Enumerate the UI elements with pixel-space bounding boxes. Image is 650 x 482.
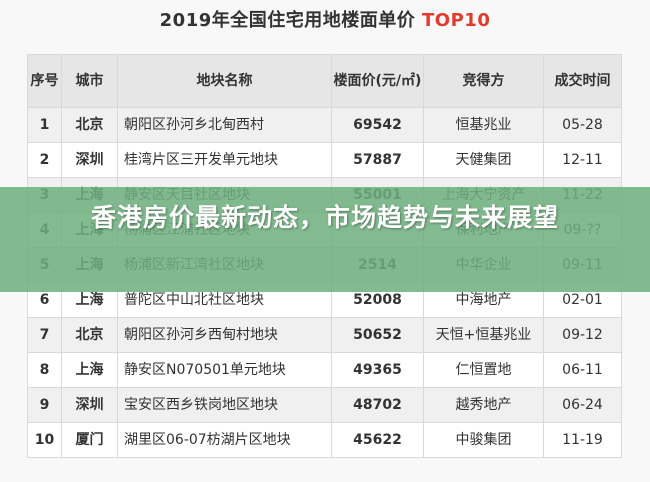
cell-name: 静安区N070501单元地块 [117, 352, 332, 388]
cell-city: 北京 [61, 107, 118, 143]
header-price: 楼面价(元/㎡) [331, 54, 424, 108]
table-row: 8 上海 静安区N070501单元地块 49365 仁恒置地 06-11 [27, 352, 622, 388]
cell-date: 09-12 [543, 317, 622, 353]
cell-date: 12-11 [543, 142, 622, 178]
cell-no: 8 [27, 352, 62, 388]
cell-name: 宝安区西乡铁岗地区地块 [117, 387, 332, 423]
header-buyer: 竞得方 [423, 54, 544, 108]
cell-city: 深圳 [61, 387, 118, 423]
cell-price: 57887 [331, 142, 424, 178]
cell-city: 北京 [61, 317, 118, 353]
cell-date: 06-11 [543, 352, 622, 388]
cell-no: 9 [27, 387, 62, 423]
header-date: 成交时间 [543, 54, 622, 108]
cell-buyer: 恒基兆业 [423, 107, 544, 143]
title-accent: TOP10 [422, 10, 491, 31]
cell-date: 06-24 [543, 387, 622, 423]
cell-price: 50652 [331, 317, 424, 353]
header-no: 序号 [27, 54, 62, 108]
cell-name: 桂湾片区三开发单元地块 [117, 142, 332, 178]
cell-price: 45622 [331, 422, 424, 458]
cell-no: 1 [27, 107, 62, 143]
table-header-row: 序号 城市 地块名称 楼面价(元/㎡) 竞得方 成交时间 [27, 54, 622, 108]
table-row: 1 北京 朝阳区孙河乡北甸西村 69542 恒基兆业 05-28 [27, 107, 622, 143]
header-name: 地块名称 [117, 54, 332, 108]
title-main: 2019年全国住宅用地楼面单价 [159, 10, 416, 31]
headline-text: 香港房价最新动态，市场趋势与未来展望 [90, 203, 559, 232]
cell-price: 69542 [331, 107, 424, 143]
table-row: 2 深圳 桂湾片区三开发单元地块 57887 天健集团 12-11 [27, 142, 622, 178]
cell-buyer: 天健集团 [423, 142, 544, 178]
header-city: 城市 [61, 54, 118, 108]
cell-buyer: 中骏集团 [423, 422, 544, 458]
cell-no: 10 [27, 422, 62, 458]
cell-buyer: 越秀地产 [423, 387, 544, 423]
cell-buyer: 天恒+恒基兆业 [423, 317, 544, 353]
cell-name: 朝阳区孙河乡北甸西村 [117, 107, 332, 143]
cell-date: 11-19 [543, 422, 622, 458]
cell-buyer: 仁恒置地 [423, 352, 544, 388]
table-row: 9 深圳 宝安区西乡铁岗地区地块 48702 越秀地产 06-24 [27, 387, 622, 423]
cell-city: 深圳 [61, 142, 118, 178]
cell-city: 厦门 [61, 422, 118, 458]
headline-banner [0, 187, 650, 292]
page-title: 2019年全国住宅用地楼面单价 TOP10 [0, 6, 650, 32]
table-row: 7 北京 朝阳区孙河乡西甸村地块 50652 天恒+恒基兆业 09-12 [27, 317, 622, 353]
cell-name: 湖里区06-07枋湖片区地块 [117, 422, 332, 458]
cell-name: 朝阳区孙河乡西甸村地块 [117, 317, 332, 353]
cell-price: 49365 [331, 352, 424, 388]
cell-city: 上海 [61, 352, 118, 388]
table-row: 10 厦门 湖里区06-07枋湖片区地块 45622 中骏集团 11-19 [27, 422, 622, 458]
cell-date: 05-28 [543, 107, 622, 143]
cell-no: 7 [27, 317, 62, 353]
cell-price: 48702 [331, 387, 424, 423]
cell-no: 2 [27, 142, 62, 178]
